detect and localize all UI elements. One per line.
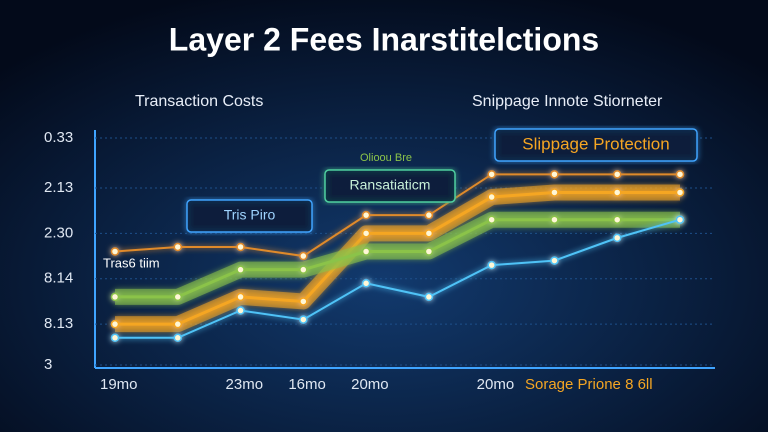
data-point bbox=[487, 170, 496, 179]
data-point bbox=[550, 256, 559, 265]
annotation: Tris Piro bbox=[224, 207, 276, 223]
annotation-box bbox=[324, 169, 456, 203]
series bbox=[110, 215, 685, 343]
data-point bbox=[675, 188, 685, 197]
data-point bbox=[110, 292, 120, 302]
left-label: Transaction Costs bbox=[135, 93, 263, 110]
x-tick-label: 20mo bbox=[351, 376, 389, 393]
y-tick-label: 8.13 bbox=[44, 315, 73, 332]
x-tick-label: 16mo bbox=[288, 376, 326, 393]
series bbox=[110, 184, 685, 333]
data-point bbox=[612, 215, 622, 224]
series bbox=[110, 170, 685, 261]
chart-title: Layer 2 Fees Inarstitelctions bbox=[169, 21, 599, 57]
annotation-box bbox=[494, 128, 698, 162]
annotation-box bbox=[186, 199, 313, 233]
series-line bbox=[115, 218, 681, 339]
data-point bbox=[424, 247, 434, 256]
data-point bbox=[424, 229, 434, 238]
data-point bbox=[675, 170, 685, 179]
y-tick-label: 8.14 bbox=[44, 270, 73, 287]
data-point bbox=[236, 242, 245, 252]
data-point bbox=[299, 315, 308, 324]
series-line bbox=[115, 190, 680, 326]
data-point bbox=[612, 233, 622, 243]
y-tick-label: 2.13 bbox=[44, 179, 73, 196]
data-point bbox=[675, 215, 685, 224]
data-point bbox=[612, 188, 622, 197]
data-point bbox=[299, 265, 308, 274]
data-point bbox=[299, 251, 308, 261]
series-line bbox=[115, 218, 680, 299]
annotation: Slippage Protection bbox=[522, 134, 669, 153]
x-tick-label: 23mo bbox=[226, 376, 264, 393]
x-tick-label: 19mo bbox=[100, 376, 138, 393]
data-point bbox=[236, 265, 245, 274]
right-label: Snippage Innote Stiorneter bbox=[472, 93, 663, 110]
y-tick-label: 2.30 bbox=[44, 224, 73, 241]
data-point bbox=[110, 247, 120, 256]
data-point bbox=[236, 292, 245, 302]
data-point bbox=[550, 215, 559, 224]
data-point bbox=[487, 215, 496, 224]
data-point bbox=[550, 170, 559, 179]
x-tick-label: Sorage Prione 8 6ll bbox=[525, 376, 653, 393]
y-tick-label: 3 bbox=[44, 356, 52, 373]
annotation: Ransatiaticm bbox=[350, 177, 431, 193]
data-point bbox=[612, 170, 622, 179]
data-point bbox=[361, 247, 371, 256]
data-point bbox=[424, 292, 434, 302]
data-point bbox=[173, 333, 183, 343]
data-point bbox=[550, 188, 559, 197]
data-point bbox=[361, 229, 371, 238]
annotation: Tras6 tiim bbox=[103, 255, 160, 270]
series-line bbox=[114, 173, 680, 258]
data-point bbox=[487, 260, 496, 270]
data-point bbox=[487, 192, 496, 202]
annotation: Olioou Bre bbox=[360, 152, 412, 164]
data-point bbox=[173, 319, 183, 329]
y-tick-label: 0.33 bbox=[44, 129, 73, 146]
data-point bbox=[361, 279, 371, 288]
data-point bbox=[361, 210, 371, 220]
data-point bbox=[110, 333, 120, 343]
data-point bbox=[110, 319, 120, 329]
data-point bbox=[299, 297, 308, 306]
x-tick-label: 20mo bbox=[477, 376, 515, 393]
data-point bbox=[236, 306, 245, 315]
data-point bbox=[173, 292, 183, 302]
data-point bbox=[173, 242, 183, 252]
data-point bbox=[424, 210, 434, 220]
